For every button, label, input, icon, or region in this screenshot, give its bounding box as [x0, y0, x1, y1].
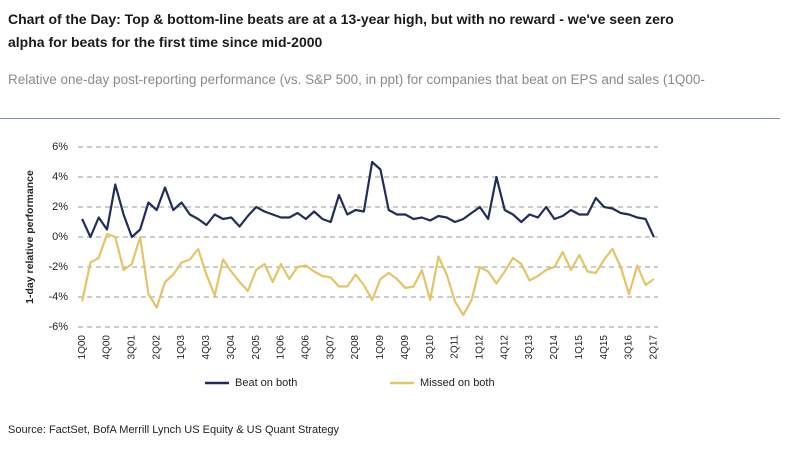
- legend-label: Beat on both: [235, 377, 297, 389]
- x-tick-label: 3Q16: [624, 335, 635, 360]
- divider: [0, 118, 780, 119]
- x-tick-label: 2Q11: [450, 335, 461, 359]
- y-axis-label: 1-day relative performance: [24, 170, 36, 304]
- x-tick-label: 1Q00: [77, 335, 88, 360]
- x-tick-label: 3Q07: [325, 335, 336, 360]
- x-tick-label: 4Q09: [400, 335, 411, 360]
- legend-label: Missed on both: [420, 377, 495, 389]
- source-note: Source: FactSet, BofA Merrill Lynch US E…: [8, 424, 339, 436]
- x-tick-label: 3Q04: [226, 335, 237, 360]
- y-tick-label: -6%: [48, 321, 68, 333]
- x-tick-label: 3Q10: [425, 335, 436, 360]
- series-line: [81, 232, 655, 317]
- chart-title: Chart of the Day: Top & bottom-line beat…: [8, 11, 674, 50]
- x-tick-label: 2Q05: [251, 335, 262, 360]
- x-tick-label: 4Q12: [499, 335, 510, 360]
- y-tick-label: 6%: [52, 141, 68, 153]
- x-tick-label: 1Q15: [574, 335, 585, 360]
- x-tick-label: 4Q15: [599, 335, 610, 360]
- y-tick-label: 4%: [52, 171, 68, 183]
- x-tick-label: 3Q01: [126, 335, 137, 360]
- y-tick-label: 0%: [52, 231, 68, 243]
- x-tick-label: 1Q03: [176, 335, 187, 360]
- x-tick-label: 4Q03: [201, 335, 212, 360]
- x-tick-label: 2Q17: [648, 335, 659, 360]
- y-tick-label: -4%: [48, 291, 68, 303]
- x-tick-label: 4Q06: [300, 335, 311, 360]
- x-tick-label: 3Q13: [524, 335, 535, 360]
- x-tick-label: 2Q02: [151, 335, 162, 360]
- series-line: [81, 160, 655, 239]
- x-tick-label: 1Q06: [276, 335, 287, 360]
- x-tick-label: 4Q00: [102, 335, 113, 360]
- chart-subtitle: Relative one-day post-reporting performa…: [8, 72, 705, 87]
- x-tick-label: 1Q12: [474, 335, 485, 360]
- y-tick-label: -2%: [48, 261, 68, 273]
- y-tick-label: 2%: [52, 201, 68, 213]
- x-tick-label: 2Q08: [350, 335, 361, 360]
- x-tick-label: 2Q14: [549, 335, 560, 360]
- x-tick-label: 1Q09: [375, 335, 386, 360]
